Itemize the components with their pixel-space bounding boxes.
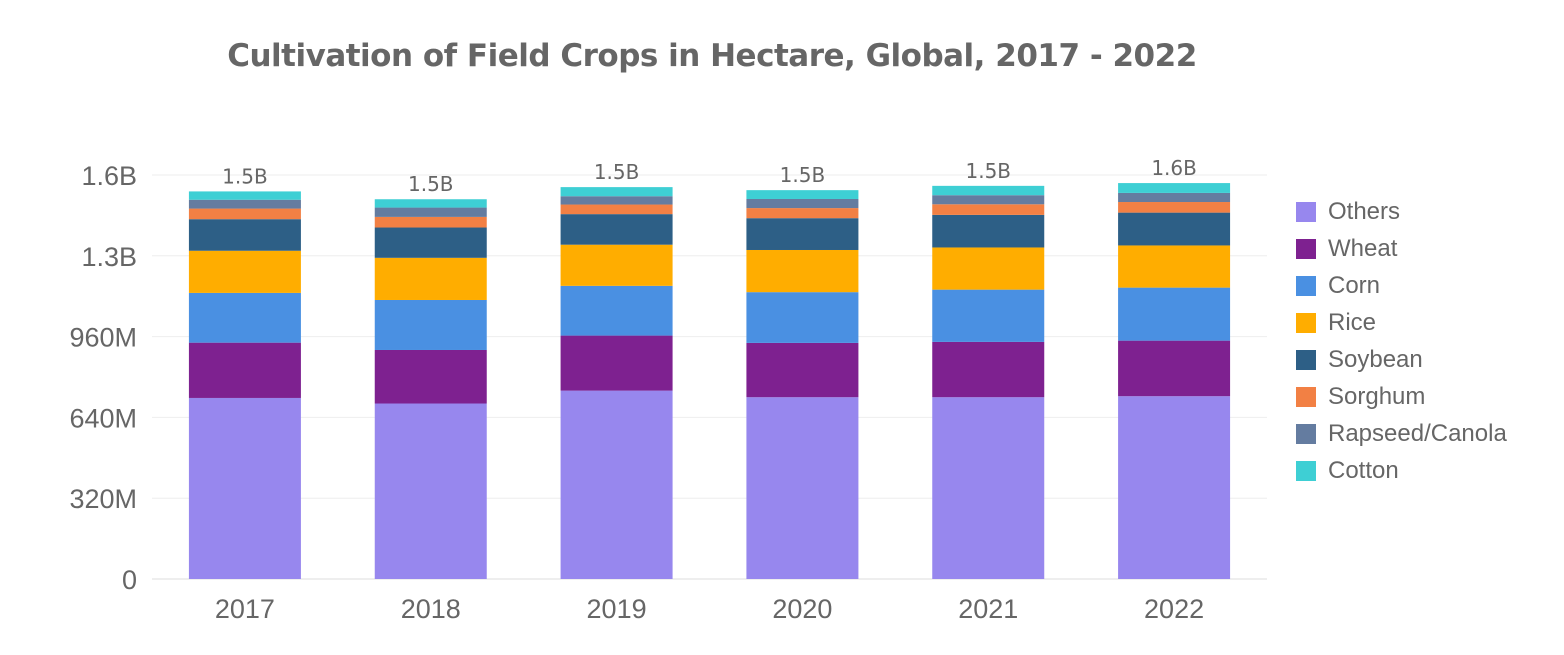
legend-swatch <box>1296 275 1316 296</box>
bar-segment-rice[interactable] <box>932 247 1045 290</box>
bar-segment-others[interactable] <box>188 397 301 579</box>
bar-segment-sorghum[interactable] <box>374 216 487 228</box>
bar-segment-cotton[interactable] <box>560 187 673 197</box>
bar-segment-corn[interactable] <box>746 292 859 343</box>
bar-segment-sorghum[interactable] <box>746 208 859 219</box>
bar-segment-rice[interactable] <box>560 244 673 286</box>
total-label: 1.5B <box>222 164 268 188</box>
legend-label: Others <box>1328 197 1401 225</box>
bar-segment-cotton[interactable] <box>188 191 301 200</box>
x-tick-label: 2018 <box>401 594 461 624</box>
bar-segment-rice[interactable] <box>1118 245 1231 288</box>
legend-swatch <box>1296 201 1316 222</box>
legend-item[interactable]: Rice <box>1296 304 1507 341</box>
x-tick-label: 2017 <box>215 594 275 624</box>
bars <box>188 183 1231 579</box>
y-tick-label: 0 <box>122 565 137 595</box>
legend-item[interactable]: Soybean <box>1296 341 1507 378</box>
bar-segment-corn[interactable] <box>188 292 301 343</box>
legend-swatch <box>1296 460 1316 481</box>
x-tick-label: 2019 <box>587 594 647 624</box>
bar-segment-corn[interactable] <box>932 289 1045 342</box>
bar-segment-rapseed-canola[interactable] <box>1118 192 1231 203</box>
grid-lines <box>152 174 1267 580</box>
bar-segment-rapseed-canola[interactable] <box>188 199 301 209</box>
bar-segment-rapseed-canola[interactable] <box>374 207 487 217</box>
bar-segment-soybean[interactable] <box>560 214 673 245</box>
legend-item[interactable]: Sorghum <box>1296 378 1507 415</box>
total-label: 1.5B <box>408 172 454 196</box>
bar-segment-corn[interactable] <box>1118 287 1231 341</box>
legend-item[interactable]: Rapseed/Canola <box>1296 415 1507 452</box>
bar-segment-others[interactable] <box>1118 396 1231 579</box>
bar-segment-cotton[interactable] <box>746 190 859 199</box>
legend-label: Wheat <box>1328 234 1398 262</box>
bar-segment-wheat[interactable] <box>188 342 301 398</box>
y-tick-label: 1.6B <box>81 161 137 191</box>
y-tick-label: 640M <box>69 403 137 433</box>
y-tick-label: 1.3B <box>81 242 137 272</box>
chart-title: Cultivation of Field Crops in Hectare, G… <box>227 38 1197 74</box>
legend-item[interactable]: Cotton <box>1296 452 1507 489</box>
bar-segment-sorghum[interactable] <box>560 204 673 215</box>
total-label: 1.5B <box>594 160 640 184</box>
bar-segment-wheat[interactable] <box>1118 340 1231 397</box>
bar-segment-soybean[interactable] <box>746 218 859 250</box>
bar-segment-sorghum[interactable] <box>932 204 1045 215</box>
x-axis-ticks: 2017 2018 2019 2020 2021 2022 <box>215 594 1204 624</box>
bar-segment-cotton[interactable] <box>374 199 487 208</box>
y-axis-ticks: 0 320M 640M 960M 1.3B 1.6B <box>69 161 137 595</box>
legend-swatch <box>1296 386 1316 407</box>
bar-segment-others[interactable] <box>932 397 1045 579</box>
legend-item[interactable]: Corn <box>1296 267 1507 304</box>
legend-swatch <box>1296 238 1316 259</box>
x-tick-label: 2021 <box>958 594 1018 624</box>
y-tick-label: 960M <box>69 323 137 353</box>
legend-swatch <box>1296 349 1316 370</box>
bar-segment-wheat[interactable] <box>746 342 859 398</box>
bar-segment-corn[interactable] <box>560 285 673 336</box>
bar-segment-soybean[interactable] <box>932 214 1045 248</box>
legend-item[interactable]: Others <box>1296 193 1507 230</box>
bar-segment-others[interactable] <box>374 403 487 579</box>
legend-label: Cotton <box>1328 456 1399 484</box>
legend-label: Soybean <box>1328 345 1423 373</box>
bar-segment-cotton[interactable] <box>1118 183 1231 193</box>
bar-segment-rapseed-canola[interactable] <box>932 195 1045 205</box>
total-label: 1.6B <box>1151 156 1197 180</box>
legend-label: Sorghum <box>1328 382 1426 410</box>
bar-segment-wheat[interactable] <box>560 335 673 391</box>
bar-segment-rice[interactable] <box>746 249 859 293</box>
bar-segment-others[interactable] <box>560 390 673 579</box>
legend-label: Rice <box>1328 308 1377 336</box>
legend-label: Corn <box>1328 271 1381 299</box>
bar-segment-wheat[interactable] <box>374 349 487 404</box>
total-label: 1.5B <box>780 163 826 187</box>
bar-segment-wheat[interactable] <box>932 341 1045 398</box>
bar-segment-rapseed-canola[interactable] <box>560 196 673 205</box>
bar-segment-others[interactable] <box>746 397 859 579</box>
legend-swatch <box>1296 312 1316 333</box>
legend-swatch <box>1296 423 1316 444</box>
bar-segment-sorghum[interactable] <box>1118 202 1231 213</box>
legend-label: Rapseed/Canola <box>1328 419 1507 447</box>
bar-segment-rapseed-canola[interactable] <box>746 198 859 209</box>
x-tick-label: 2020 <box>772 594 832 624</box>
bar-segment-rice[interactable] <box>374 257 487 300</box>
bar-segment-soybean[interactable] <box>1118 212 1231 246</box>
total-labels: 1.5B 1.5B 1.5B 1.5B 1.5B 1.6B <box>222 156 1197 196</box>
y-tick-label: 320M <box>69 484 137 514</box>
bar-segment-soybean[interactable] <box>188 219 301 251</box>
bar-segment-soybean[interactable] <box>374 227 487 258</box>
legend-item[interactable]: Wheat <box>1296 230 1507 267</box>
bar-segment-sorghum[interactable] <box>188 208 301 220</box>
legend: Others Wheat Corn Rice Soybean Sorghum Rapseed… <box>1296 193 1507 489</box>
x-tick-label: 2022 <box>1144 594 1204 624</box>
bar-segment-corn[interactable] <box>374 299 487 350</box>
bar-segment-cotton[interactable] <box>932 185 1045 196</box>
total-label: 1.5B <box>965 159 1011 183</box>
bar-segment-rice[interactable] <box>188 250 301 293</box>
